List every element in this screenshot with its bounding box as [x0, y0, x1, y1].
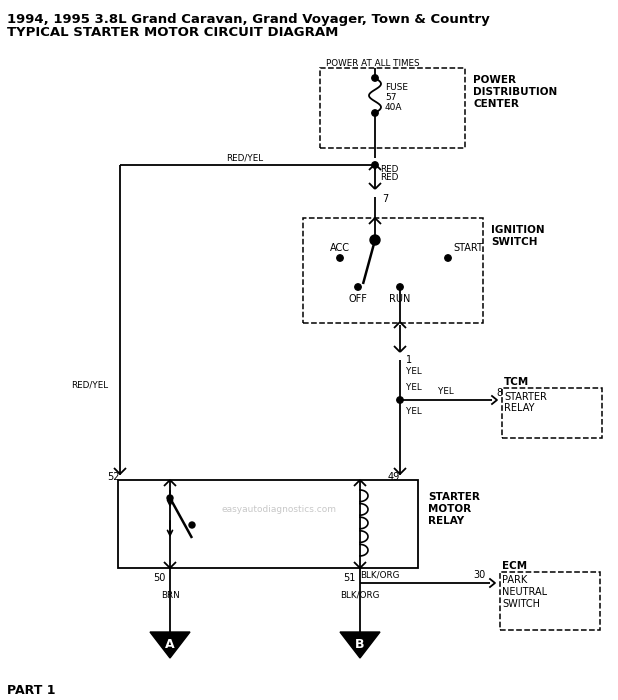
- Circle shape: [445, 255, 451, 261]
- Circle shape: [355, 284, 361, 290]
- Text: START: START: [453, 243, 483, 253]
- Text: RED/YEL: RED/YEL: [226, 153, 263, 162]
- Bar: [320, 68, 465, 148]
- Bar: [118, 480, 418, 568]
- Text: RELAY: RELAY: [504, 403, 535, 413]
- Text: BLK/ORG: BLK/ORG: [341, 591, 379, 599]
- Text: ACC: ACC: [330, 243, 350, 253]
- Circle shape: [337, 255, 343, 261]
- Text: RUN: RUN: [389, 294, 411, 304]
- Text: IGNITION: IGNITION: [491, 225, 544, 235]
- Circle shape: [372, 162, 378, 168]
- Text: RED: RED: [380, 172, 399, 181]
- Text: TCM: TCM: [504, 377, 529, 387]
- Text: STARTER: STARTER: [504, 392, 547, 402]
- Text: STARTER: STARTER: [428, 492, 480, 502]
- Polygon shape: [150, 632, 190, 658]
- Text: NEUTRAL: NEUTRAL: [502, 587, 547, 597]
- Text: 1994, 1995 3.8L Grand Caravan, Grand Voyager, Town & Country: 1994, 1995 3.8L Grand Caravan, Grand Voy…: [7, 13, 489, 26]
- Text: TYPICAL STARTER MOTOR CIRCUIT DIAGRAM: TYPICAL STARTER MOTOR CIRCUIT DIAGRAM: [7, 26, 339, 39]
- Text: RELAY: RELAY: [428, 516, 464, 526]
- Text: 57: 57: [385, 94, 397, 102]
- Circle shape: [397, 397, 403, 403]
- Circle shape: [189, 522, 195, 528]
- Text: 49: 49: [387, 472, 400, 482]
- Text: ECM: ECM: [502, 561, 527, 571]
- Text: easyautodiagnostics.com: easyautodiagnostics.com: [221, 505, 336, 514]
- Circle shape: [372, 75, 378, 81]
- Text: OFF: OFF: [349, 294, 368, 304]
- Text: 8: 8: [496, 388, 502, 398]
- Text: B: B: [355, 638, 365, 652]
- Text: FUSE: FUSE: [385, 83, 408, 92]
- Circle shape: [372, 110, 378, 116]
- Circle shape: [397, 284, 403, 290]
- Text: POWER AT ALL TIMES: POWER AT ALL TIMES: [326, 59, 420, 67]
- Text: SWITCH: SWITCH: [491, 237, 538, 247]
- Text: A: A: [165, 638, 175, 652]
- Text: PART 1: PART 1: [7, 683, 56, 696]
- Text: POWER: POWER: [473, 75, 516, 85]
- Text: DISTRIBUTION: DISTRIBUTION: [473, 87, 557, 97]
- Bar: [502, 388, 602, 438]
- Text: 7: 7: [382, 194, 388, 204]
- Text: YEL: YEL: [406, 368, 421, 377]
- Text: PARK: PARK: [502, 575, 527, 585]
- Text: RED/YEL: RED/YEL: [71, 381, 108, 389]
- Text: MOTOR: MOTOR: [428, 504, 471, 514]
- Bar: [303, 218, 483, 323]
- Text: SWITCH: SWITCH: [502, 599, 540, 609]
- Text: YEL: YEL: [438, 386, 454, 395]
- Bar: [500, 572, 600, 630]
- Text: 52: 52: [108, 472, 120, 482]
- Text: BRN: BRN: [161, 591, 179, 599]
- Text: BLK/ORG: BLK/ORG: [360, 570, 400, 580]
- Text: CENTER: CENTER: [473, 99, 519, 109]
- Text: RED: RED: [380, 165, 399, 174]
- Text: 40A: 40A: [385, 104, 402, 113]
- Text: 51: 51: [344, 573, 356, 583]
- Polygon shape: [340, 632, 380, 658]
- Text: 1: 1: [406, 355, 412, 365]
- Text: YEL: YEL: [406, 407, 421, 416]
- Circle shape: [167, 495, 173, 501]
- Text: YEL: YEL: [406, 384, 421, 393]
- Circle shape: [370, 235, 380, 245]
- Text: 50: 50: [154, 573, 166, 583]
- Text: 30: 30: [474, 570, 486, 580]
